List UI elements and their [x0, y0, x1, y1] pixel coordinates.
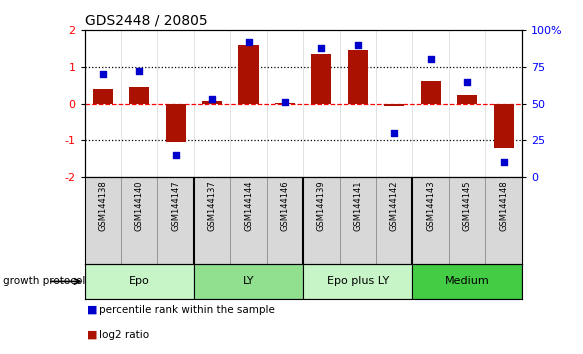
- Text: GSM144145: GSM144145: [463, 181, 472, 231]
- Point: [171, 152, 180, 158]
- Point: [462, 79, 472, 84]
- Text: Epo plus LY: Epo plus LY: [326, 276, 389, 286]
- Text: ■: ■: [87, 305, 98, 315]
- Text: GSM144144: GSM144144: [244, 181, 253, 231]
- Bar: [457, 96, 477, 103]
- Bar: [412, 264, 522, 299]
- Text: log2 ratio: log2 ratio: [99, 330, 149, 339]
- Bar: [121, 177, 157, 264]
- Text: GSM144143: GSM144143: [426, 181, 435, 231]
- Point: [426, 57, 436, 62]
- Text: GSM144137: GSM144137: [208, 181, 216, 231]
- Bar: [384, 103, 404, 106]
- Bar: [85, 264, 194, 299]
- Text: GSM144146: GSM144146: [280, 181, 289, 231]
- Point: [499, 159, 508, 165]
- Text: GSM144142: GSM144142: [390, 181, 399, 231]
- Point: [353, 42, 363, 47]
- Bar: [421, 81, 441, 103]
- Bar: [230, 177, 266, 264]
- Text: GSM144138: GSM144138: [99, 181, 107, 231]
- Text: GDS2448 / 20805: GDS2448 / 20805: [85, 13, 207, 28]
- Text: Epo: Epo: [129, 276, 150, 286]
- Bar: [238, 45, 258, 103]
- Bar: [194, 264, 303, 299]
- Point: [98, 72, 107, 77]
- Point: [208, 96, 217, 102]
- Bar: [157, 177, 194, 264]
- Bar: [494, 103, 514, 148]
- Text: growth protocol: growth protocol: [3, 276, 85, 286]
- Text: GSM144148: GSM144148: [499, 181, 508, 231]
- Bar: [348, 50, 368, 103]
- Bar: [311, 54, 331, 103]
- Text: Medium: Medium: [445, 276, 490, 286]
- Point: [389, 130, 399, 136]
- Bar: [376, 177, 412, 264]
- Bar: [485, 177, 522, 264]
- Point: [244, 39, 253, 45]
- Bar: [266, 177, 303, 264]
- Bar: [412, 177, 449, 264]
- Bar: [85, 177, 121, 264]
- Bar: [202, 101, 222, 103]
- Text: GSM144139: GSM144139: [317, 181, 326, 231]
- Text: GSM144140: GSM144140: [135, 181, 143, 231]
- Bar: [194, 177, 230, 264]
- Text: GSM144141: GSM144141: [353, 181, 362, 231]
- Bar: [166, 103, 185, 142]
- Text: GSM144147: GSM144147: [171, 181, 180, 231]
- Text: LY: LY: [243, 276, 254, 286]
- Bar: [93, 89, 113, 103]
- Bar: [129, 87, 149, 103]
- Text: ■: ■: [87, 330, 98, 339]
- Text: percentile rank within the sample: percentile rank within the sample: [99, 305, 275, 315]
- Point: [135, 68, 144, 74]
- Bar: [339, 177, 376, 264]
- Point: [317, 45, 326, 51]
- Bar: [303, 177, 339, 264]
- Bar: [303, 264, 412, 299]
- Bar: [449, 177, 485, 264]
- Point: [280, 99, 290, 105]
